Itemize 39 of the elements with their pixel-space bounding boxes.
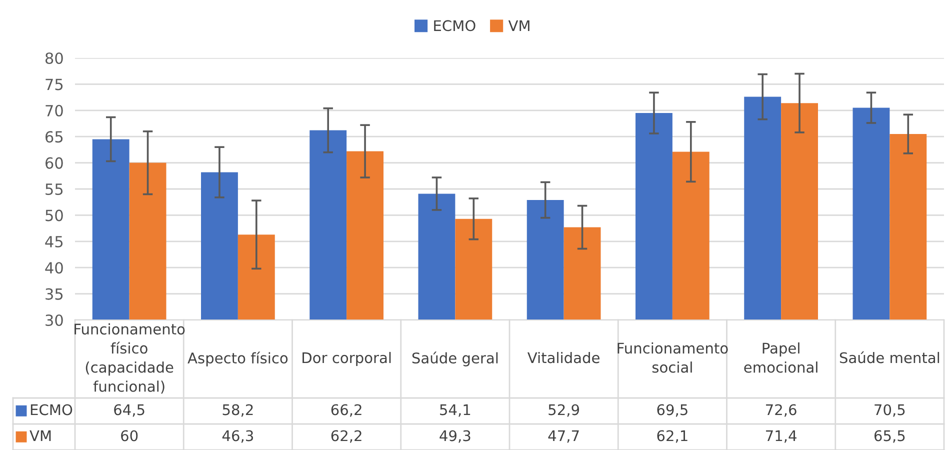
- x-tick-label: Funcionamento físico (capacidade funcional): [74, 323, 185, 394]
- data-label: 64,5: [114, 404, 144, 417]
- data-label: 72,6: [766, 404, 796, 417]
- data-label: 54,1: [440, 404, 470, 417]
- y-tick-label: 75: [46, 78, 63, 90]
- x-tick-label: Vitalidade: [527, 352, 600, 364]
- y-tick-label: 35: [46, 288, 63, 300]
- data-label: 47,7: [548, 430, 579, 443]
- x-tick-label: Funcionamento social: [618, 342, 728, 373]
- x-tick-label: Saúde mental: [840, 351, 940, 364]
- y-tick-label: 70: [46, 104, 63, 116]
- data-label: 60: [121, 430, 138, 442]
- data-label: 71,4: [766, 430, 796, 443]
- y-tick-label: 80: [45, 52, 63, 64]
- data-label: 70,5: [874, 404, 905, 417]
- data-label: 62,1: [657, 430, 688, 443]
- text: VM: [30, 430, 51, 442]
- data-label: 46,3: [222, 430, 254, 443]
- text: ECMO: [30, 404, 72, 416]
- y-tick-label: 55: [46, 184, 63, 196]
- data-label: 66,2: [331, 404, 362, 417]
- x-tick-label: Papel emocional: [744, 342, 818, 373]
- legend-label: ECMO: [434, 20, 476, 32]
- y-tick-label: 45: [45, 236, 63, 248]
- x-tick-label: Dor corporal: [302, 352, 391, 366]
- y-tick-label: 65: [46, 131, 63, 143]
- data-label: 62,2: [331, 430, 362, 443]
- data-label: 49,3: [440, 430, 470, 443]
- data-label: 52,9: [548, 404, 580, 417]
- y-tick-label: 60: [46, 157, 63, 169]
- y-tick-label: 30: [46, 314, 63, 326]
- data-label: 65,5: [874, 430, 905, 443]
- data-label: 69,5: [657, 404, 688, 417]
- x-tick-label: Aspecto físico: [188, 352, 288, 366]
- data-label: 58,2: [222, 404, 253, 417]
- y-tick-label: 40: [45, 262, 63, 274]
- legend-label: VM: [508, 20, 530, 31]
- y-tick-label: 50: [46, 210, 63, 222]
- x-tick-label: Saúde geral: [412, 352, 498, 366]
